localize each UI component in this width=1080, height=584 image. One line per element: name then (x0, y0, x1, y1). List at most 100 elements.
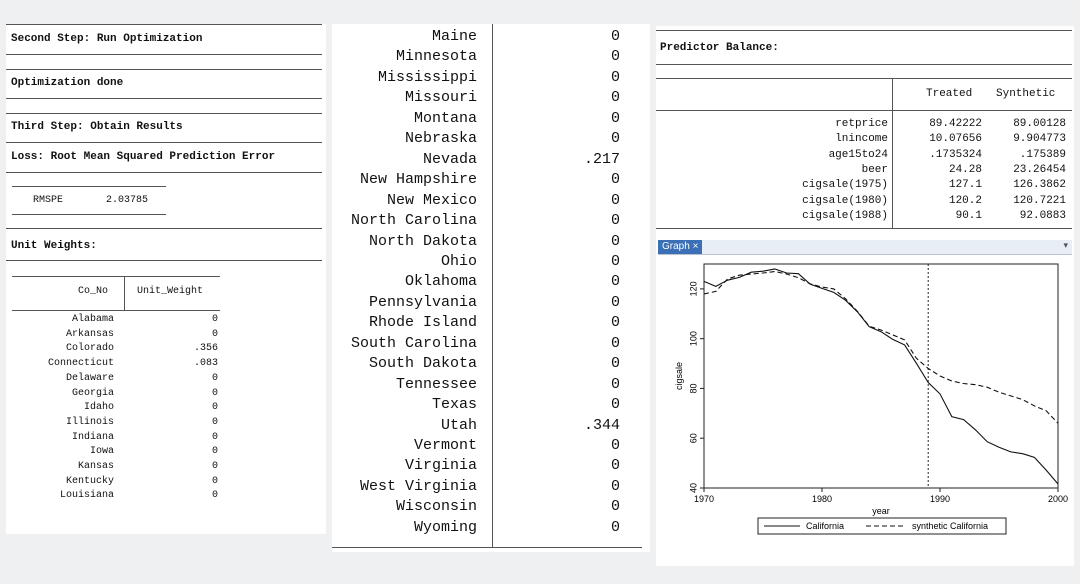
balance-table-header-bottom (656, 110, 1072, 111)
optimization-done-text: Optimization done (11, 77, 124, 89)
table-row-weight: .217 (583, 150, 620, 168)
table-row-weight: 0 (211, 314, 218, 325)
table-row-synthetic: 89.00128 (1013, 118, 1066, 130)
close-icon[interactable]: × (692, 241, 699, 252)
table-row-weight: 0 (610, 477, 620, 495)
table-row-weight: 0 (211, 328, 218, 340)
divider (6, 260, 322, 261)
table-row-weight: 0 (610, 232, 620, 250)
table-row-state: Indiana (71, 431, 114, 443)
table-row-state: Mississippi (377, 68, 477, 86)
column-separator (892, 78, 893, 228)
y-tick-label: 40 (688, 483, 698, 493)
graph-tab-label: Graph (662, 241, 690, 252)
x-axis-label: year (872, 506, 890, 516)
divider (6, 172, 322, 173)
table-row-treated: 120.2 (948, 194, 982, 207)
loss-heading: Loss: Root Mean Squared Prediction Error (11, 151, 276, 163)
table-row-state: South Carolina (350, 334, 477, 352)
divider (6, 142, 322, 143)
chevron-down-icon[interactable]: ▾ (1063, 240, 1068, 250)
table-row-state: South Dakota (368, 355, 477, 373)
table-row-synthetic: 9.904773 (1013, 133, 1066, 146)
table-row-weight: 0 (610, 191, 620, 209)
table-row-weight: 0 (211, 431, 218, 443)
table-row-state: Virginia (404, 457, 477, 475)
table-row-predictor: beer (861, 163, 888, 176)
table-row-weight: 0 (211, 372, 218, 384)
table-row-treated: 89.42222 (929, 118, 982, 130)
table-row-weight: 0 (610, 498, 620, 516)
col-header-unit-weight: Unit_Weight (137, 286, 204, 297)
y-tick-label: 120 (688, 281, 698, 296)
graph-tab[interactable]: Graph × (658, 240, 703, 254)
table-row-state: Vermont (413, 437, 477, 454)
table-row-state: New Mexico (386, 191, 477, 209)
x-tick-label: 1970 (694, 494, 714, 504)
table-row-weight: 0 (610, 437, 620, 454)
y-axis-label: cigsale (674, 362, 684, 390)
table-row-state: Maine (431, 28, 477, 45)
cigsale-line-chart: 1970 1980 1990 2000 40 60 80 100 120 year cigsale C… (658, 256, 1072, 564)
divider (6, 24, 322, 25)
table-row-state: West Virginia (359, 477, 477, 495)
table-row-state: Georgia (71, 387, 114, 399)
table-row-state: Texas (431, 396, 477, 414)
y-tick-label: 60 (688, 433, 698, 443)
table-row-state: Rhode Island (368, 314, 477, 332)
table-row-synthetic: 92.0883 (1019, 209, 1066, 222)
table-row-state: Minnesota (395, 48, 477, 66)
table-row-synthetic: 126.3862 (1013, 179, 1066, 192)
column-separator (124, 276, 125, 310)
table-row-state: Wisconsin (395, 498, 477, 516)
weights-table-top (12, 276, 220, 277)
table-row-state: Delaware (65, 372, 114, 384)
table-row-synthetic: .175389 (1019, 148, 1066, 161)
table-row-weight: 0 (610, 518, 620, 536)
table-row-weight: 0 (211, 402, 218, 414)
table-row-state: Missouri (404, 89, 477, 107)
table-row-state: Alabama (71, 314, 114, 325)
table-row-weight: 0 (610, 48, 620, 66)
table-row-weight: 0 (610, 375, 620, 393)
table-row-weight: 0 (211, 416, 218, 428)
table-row-weight: 0 (610, 334, 620, 352)
table-row-treated: 127.1 (948, 179, 982, 192)
table-row-state: Utah (440, 416, 477, 434)
table-row-predictor: cigsale(1975) (802, 179, 888, 192)
step2-heading: Second Step: Run Optimization (11, 33, 203, 45)
column-separator (492, 24, 493, 548)
table-row-weight: 0 (211, 490, 218, 502)
table-row-weight: 0 (610, 109, 620, 127)
table-row-weight: 0 (211, 387, 218, 399)
table-row-weight: 0 (610, 212, 620, 230)
rmspe-value: 2.03785 (106, 195, 149, 206)
table-bottom (332, 547, 642, 548)
unit-weights-heading: Unit Weights: (11, 240, 97, 252)
table-row-state: North Carolina (350, 212, 477, 230)
table-row-treated: 24.28 (948, 163, 982, 176)
table-row-weight: 0 (610, 273, 620, 291)
divider (6, 98, 322, 99)
table-row-state: Nebraska (404, 130, 477, 148)
table-row-state: Illinois (65, 416, 114, 428)
col-header-treated: Treated (926, 88, 973, 100)
legend-label-california: California (806, 521, 844, 531)
table-row-state: Tennessee (395, 375, 477, 393)
divider (6, 69, 322, 70)
table-row-state: North Dakota (368, 232, 477, 250)
table-row-weight: 0 (610, 314, 620, 332)
table-row-weight: 0 (610, 457, 620, 475)
predictor-balance-heading: Predictor Balance: (660, 42, 779, 54)
series-line-california (703, 268, 1059, 485)
table-row-state: Louisiana (59, 490, 114, 502)
table-row-treated: 90.1 (955, 209, 982, 222)
table-row-state: Connecticut (47, 358, 114, 370)
balance-table-bottom (656, 228, 1072, 229)
results-panel-middle: Maine 0 Minnesota 0 Mississippi 0 Missouri 0 Mon… (332, 24, 650, 552)
col-header-co-no: Co_No (78, 286, 109, 297)
table-row-state: Montana (413, 109, 477, 127)
results-panel-left: Second Step: Run Optimization Optimizati… (6, 24, 326, 534)
table-row-weight: 0 (610, 68, 620, 86)
divider (6, 54, 322, 55)
